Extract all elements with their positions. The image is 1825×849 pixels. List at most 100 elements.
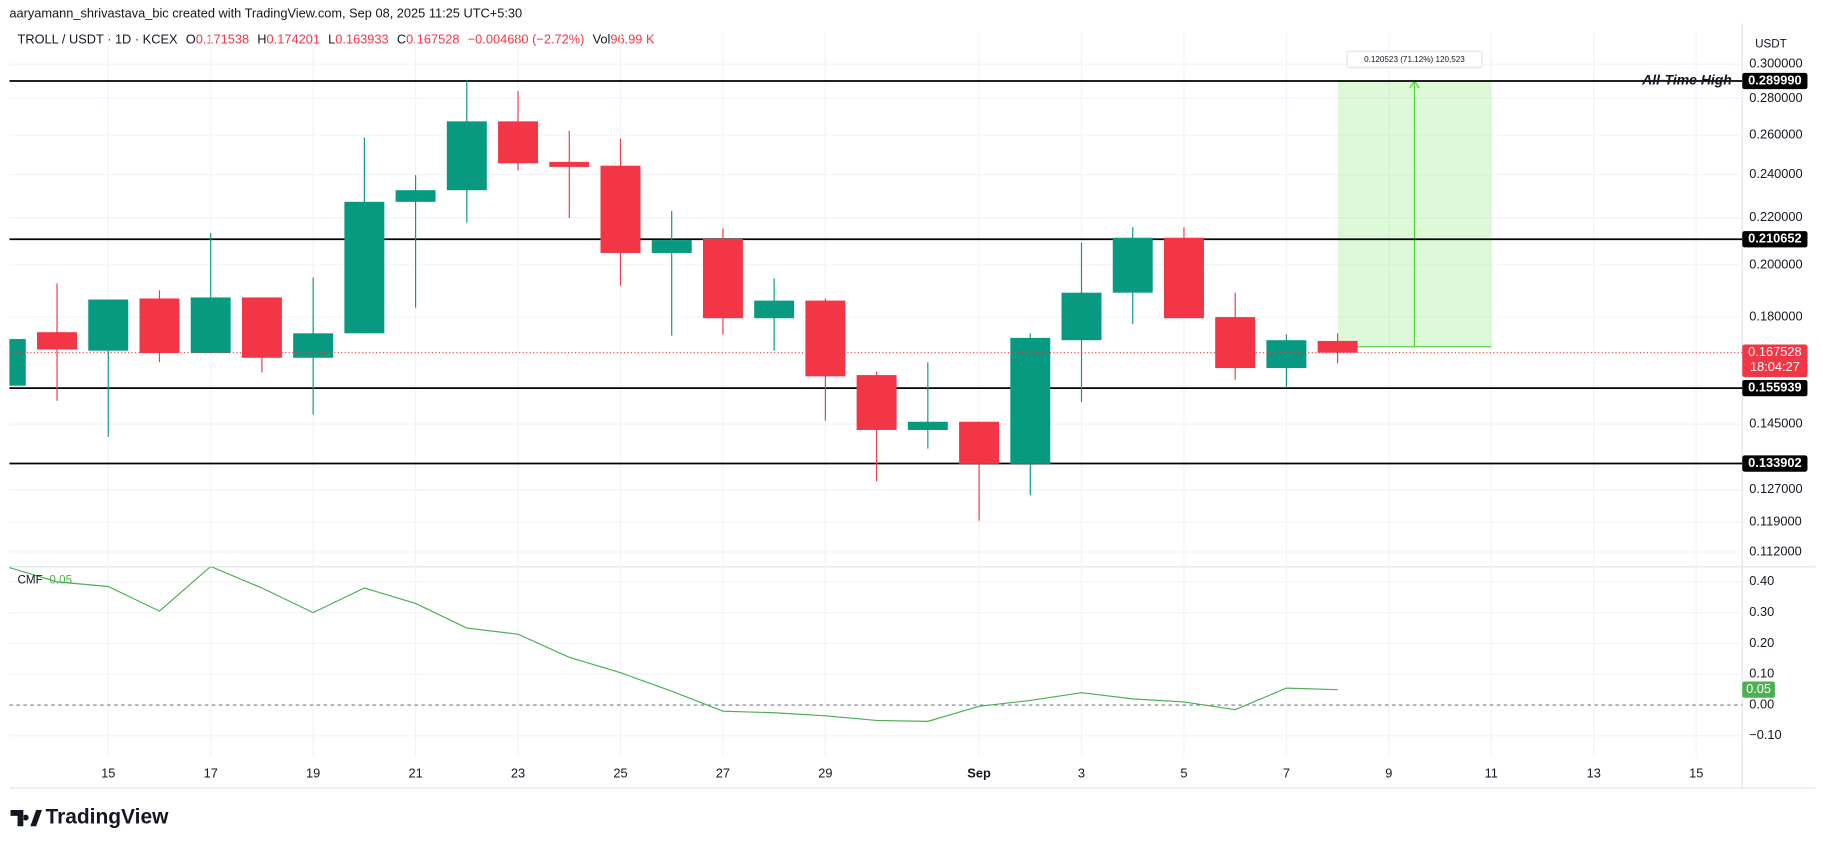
candle-body xyxy=(88,299,129,351)
candle-body xyxy=(907,421,948,430)
last-price-tag xyxy=(1742,344,1808,378)
measure-label: 0.120523 (71.12%) 120,523 xyxy=(1364,55,1465,64)
y-tick-label: 0.30 xyxy=(1749,604,1774,619)
y-tick-label: −0.10 xyxy=(1749,727,1781,742)
cmf-label: CMF xyxy=(18,574,43,587)
cmf-tag-label: 0.05 xyxy=(1746,681,1771,696)
candle-body xyxy=(1317,340,1358,353)
level-tag xyxy=(1742,231,1808,248)
x-tick-label: 19 xyxy=(306,765,320,780)
candle-body xyxy=(1010,337,1051,464)
candle-body xyxy=(241,297,282,358)
candle-body xyxy=(549,161,590,167)
vol-value: 96.99 K xyxy=(610,32,655,47)
legend: TROLL / USDT · 1D · KCEX O0.171538 H0.17… xyxy=(18,32,655,47)
x-tick-label: 27 xyxy=(716,765,730,780)
y-tick-label: 0.10 xyxy=(1749,666,1774,681)
y-tick-label: 0.20 xyxy=(1749,635,1774,650)
last-price-label: 0.167528 xyxy=(1748,344,1801,359)
y-tick-label: 0.00 xyxy=(1749,696,1774,711)
candle-body xyxy=(959,421,1000,464)
level-tag xyxy=(1742,72,1808,90)
y-tick-label: 0.145000 xyxy=(1749,416,1802,431)
candle-body xyxy=(1061,292,1102,341)
candle-body xyxy=(395,190,436,202)
candle-body xyxy=(190,297,231,354)
y-tick-label: 0.180000 xyxy=(1749,308,1802,323)
currency: USDT xyxy=(1755,37,1787,50)
candle-body xyxy=(1215,317,1256,369)
candle-body xyxy=(9,339,26,386)
candle-body xyxy=(1163,237,1204,319)
cmf-pane xyxy=(9,566,1338,722)
cmf-value: 0.05 xyxy=(49,574,72,587)
level-tag-label: 0.289990 xyxy=(1748,72,1801,87)
x-tick-label: 29 xyxy=(818,765,832,780)
y-tick-label: 0.127000 xyxy=(1749,481,1802,496)
brand-logo: TradingView xyxy=(10,806,169,829)
candle-body xyxy=(651,240,692,253)
l-label: L xyxy=(328,32,335,47)
countdown: 18:04:27 xyxy=(1750,359,1800,374)
x-tick-label: 5 xyxy=(1180,765,1187,780)
candle-body xyxy=(1112,237,1153,293)
level-note: All-Time High xyxy=(1641,72,1732,88)
candle-body xyxy=(856,375,897,430)
h-value: 0.174201 xyxy=(267,32,320,47)
x-tick-label: 7 xyxy=(1283,765,1290,780)
candle-body xyxy=(754,300,795,319)
candle-body xyxy=(293,333,334,358)
symbol: TROLL / USDT · 1D · KCEX xyxy=(18,32,178,47)
l-value: 0.163933 xyxy=(335,32,388,47)
x-tick-label: 11 xyxy=(1485,765,1498,780)
cmf-tag xyxy=(1742,681,1775,698)
x-tick-label: Sep xyxy=(967,765,991,780)
candle-body xyxy=(702,238,743,319)
axes: 15 17 19 21 23 25 27 29 Sep 3 5 7 9 11 13 150.3000000.2… xyxy=(101,50,1808,780)
y-tick-label: 0.200000 xyxy=(1749,256,1802,271)
measure-label-box xyxy=(1346,50,1483,69)
vol-label: Vol xyxy=(593,32,611,47)
x-tick-label: 13 xyxy=(1587,765,1601,780)
x-tick-label: 9 xyxy=(1385,765,1392,780)
x-tick-label: 15 xyxy=(1689,765,1703,780)
y-tick-label: 0.112000 xyxy=(1749,543,1801,558)
x-tick-label: 3 xyxy=(1078,765,1085,780)
x-tick-label: 25 xyxy=(613,765,627,780)
y-tick-label: 0.300000 xyxy=(1749,56,1802,71)
x-tick-label: 21 xyxy=(408,765,422,780)
y-tick-label: 0.240000 xyxy=(1749,166,1802,181)
y-tick-label: 0.220000 xyxy=(1749,209,1802,224)
candle-body xyxy=(446,121,487,191)
price-pane xyxy=(9,79,1743,521)
level-tag xyxy=(1742,379,1808,397)
y-tick-label: 0.40 xyxy=(1749,573,1774,588)
candle-body xyxy=(498,121,539,164)
change: −0.004680 (−2.72%) xyxy=(468,32,585,47)
h-label: H xyxy=(257,32,266,47)
c-value: 0.167528 xyxy=(406,32,459,47)
candle-body xyxy=(1266,340,1307,369)
candle-body xyxy=(37,332,77,350)
candle-body xyxy=(344,201,385,334)
level-tag-label: 0.155939 xyxy=(1748,380,1801,395)
x-tick-label: 17 xyxy=(204,765,218,780)
x-tick-label: 23 xyxy=(511,765,525,780)
candle-body xyxy=(600,165,641,253)
level-tag-label: 0.210652 xyxy=(1748,231,1801,246)
candle-body xyxy=(805,300,846,377)
cmf-line xyxy=(9,566,1338,722)
y-tick-label: 0.280000 xyxy=(1749,90,1802,105)
credit: aaryamann_shrivastava_bic created with T… xyxy=(9,5,522,20)
y-tick-label: 0.260000 xyxy=(1749,126,1802,141)
candle-body xyxy=(139,298,180,354)
x-tick-label: 15 xyxy=(101,765,115,780)
cmf-legend: CMF 0.05 xyxy=(18,574,73,587)
brand: TradingView xyxy=(45,806,169,829)
level-tag-label: 0.133902 xyxy=(1748,455,1801,470)
c-label: C xyxy=(397,32,406,47)
level-tag xyxy=(1742,455,1808,472)
y-tick-label: 0.119000 xyxy=(1749,513,1801,528)
